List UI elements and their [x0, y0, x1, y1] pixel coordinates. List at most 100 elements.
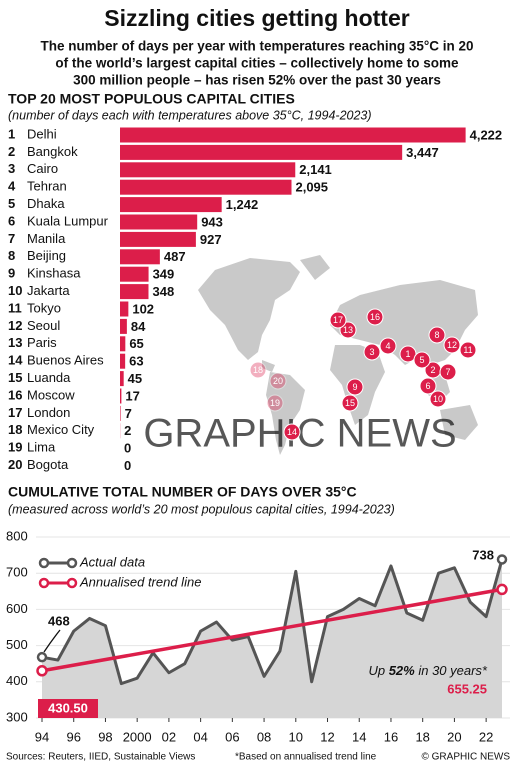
map-marker-label: 5 [419, 355, 424, 365]
eurasia [330, 280, 478, 365]
map-marker [459, 341, 477, 359]
map-marker-label: 4 [385, 341, 390, 351]
category-label: Bangkok [27, 144, 78, 159]
x-tick-label: 2000 [123, 729, 152, 744]
category-label: Bogota [27, 457, 69, 472]
legend-swatch-point [38, 577, 50, 589]
map-marker-label: 8 [434, 330, 439, 340]
footer-note: *Based on annualised trend line [235, 752, 377, 763]
line-subtitle: (measured across world’s 20 most populou… [8, 502, 395, 516]
map-marker [266, 394, 284, 412]
bar [120, 179, 292, 195]
x-tick-label: 10 [289, 729, 303, 744]
rank-label: 11 [8, 300, 22, 315]
rank-label: 6 [8, 213, 15, 228]
category-label: Dhaka [27, 196, 65, 211]
footer-credit: © GRAPHIC NEWS [422, 752, 511, 763]
map-marker-label: 14 [287, 427, 297, 437]
x-tick-label: 98 [98, 729, 112, 744]
value-label: 65 [129, 336, 143, 351]
map-marker-label: 10 [433, 394, 443, 404]
bar-subtitle: (number of days each with temperatures a… [8, 108, 372, 122]
annotation-part: 52% [389, 663, 415, 678]
north-america [198, 258, 300, 360]
bar [120, 371, 124, 387]
map-marker-label: 12 [447, 340, 457, 350]
category-label: Buenos Aires [27, 353, 104, 368]
map-marker [429, 390, 447, 408]
rank-label: 1 [8, 126, 15, 141]
bar [120, 127, 466, 143]
x-tick-label: 18 [415, 729, 429, 744]
rank-label: 7 [8, 231, 15, 246]
bar [120, 284, 149, 300]
rank-label: 12 [8, 318, 22, 333]
rank-label: 3 [8, 161, 15, 176]
y-tick-label: 300 [6, 709, 28, 724]
bar [120, 318, 127, 334]
bar-title: TOP 20 MOST POPULOUS CAPITAL CITIES [8, 91, 295, 107]
value-label: 0 [124, 441, 131, 456]
central-america [262, 360, 275, 372]
map-marker-label: 15 [345, 398, 355, 408]
map-marker-label: 6 [425, 381, 430, 391]
x-tick-label: 02 [162, 729, 176, 744]
map-marker-label: 7 [445, 367, 450, 377]
value-label: 1,242 [226, 197, 259, 212]
bar [120, 301, 129, 317]
map-marker [439, 363, 457, 381]
map-marker-label: 20 [273, 376, 283, 386]
legend-swatch-point [66, 557, 78, 569]
rank-label: 18 [8, 422, 22, 437]
line [41, 559, 504, 686]
map-marker-label: 16 [370, 312, 380, 322]
value-label: 84 [131, 319, 146, 334]
category-label: Paris [27, 335, 57, 350]
data-label: 655.25 [447, 681, 487, 696]
trend-line [41, 587, 503, 673]
line-title: CUMULATIVE TOTAL NUMBER OF DAYS OVER 35°… [8, 484, 357, 500]
category-label: Beijing [27, 248, 66, 263]
y-tick-label: 800 [6, 528, 28, 543]
map-marker [341, 394, 359, 412]
label-box [38, 699, 98, 718]
map-marker [379, 337, 397, 355]
map-marker [413, 351, 431, 369]
map-marker [443, 336, 461, 354]
category-label: Cairo [27, 161, 58, 176]
x-tick-label: 94 [35, 729, 49, 744]
legend-label: Annualised trend line [79, 574, 201, 589]
rank-label: 15 [8, 370, 22, 385]
value-label: 4,222 [470, 127, 503, 142]
australia [440, 405, 478, 440]
x-tick-label: 08 [257, 729, 271, 744]
y-tick-label: 700 [6, 565, 28, 580]
map-marker [419, 377, 437, 395]
value-label: 2,095 [295, 180, 328, 195]
line-end-point [496, 554, 508, 565]
line-end-point [36, 651, 48, 663]
category-label: Lima [27, 440, 56, 455]
map-marker-label: 17 [333, 315, 343, 325]
rank-label: 20 [8, 457, 22, 472]
subtitle-line: of the world’s largest capital cities – … [55, 56, 459, 71]
rank-label: 17 [8, 405, 22, 420]
rank-label: 14 [8, 353, 23, 368]
value-label: 3,447 [406, 145, 439, 160]
category-label: Tehran [27, 179, 67, 194]
area [42, 559, 502, 718]
rank-label: 10 [8, 283, 22, 298]
south-america [266, 372, 305, 455]
annotation: Up 52% in 30 years* [368, 663, 487, 678]
annotation-part: Up [368, 663, 388, 678]
y-tick-label: 500 [6, 637, 28, 652]
value-label: 7 [125, 406, 132, 421]
x-tick-label: 06 [225, 729, 239, 744]
value-label: 2,141 [299, 162, 332, 177]
category-label: Jakarta [27, 283, 70, 298]
value-label: 45 [128, 371, 142, 386]
category-label: Delhi [27, 126, 57, 141]
rank-label: 5 [8, 196, 15, 211]
map-marker-label: 2 [430, 365, 435, 375]
bar [120, 353, 126, 369]
